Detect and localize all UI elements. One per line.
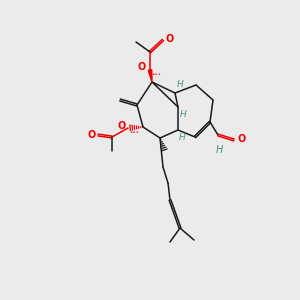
Text: H: H — [177, 80, 184, 89]
Polygon shape — [148, 70, 152, 82]
Text: O: O — [165, 34, 173, 44]
Text: O: O — [138, 62, 146, 72]
Text: O: O — [237, 134, 245, 144]
Text: •••: ••• — [151, 72, 161, 77]
Text: H: H — [179, 133, 186, 142]
Text: H: H — [215, 145, 223, 155]
Text: O: O — [88, 130, 96, 140]
Text: H: H — [180, 110, 187, 119]
Text: •••: ••• — [129, 130, 139, 135]
Text: O: O — [118, 121, 126, 131]
